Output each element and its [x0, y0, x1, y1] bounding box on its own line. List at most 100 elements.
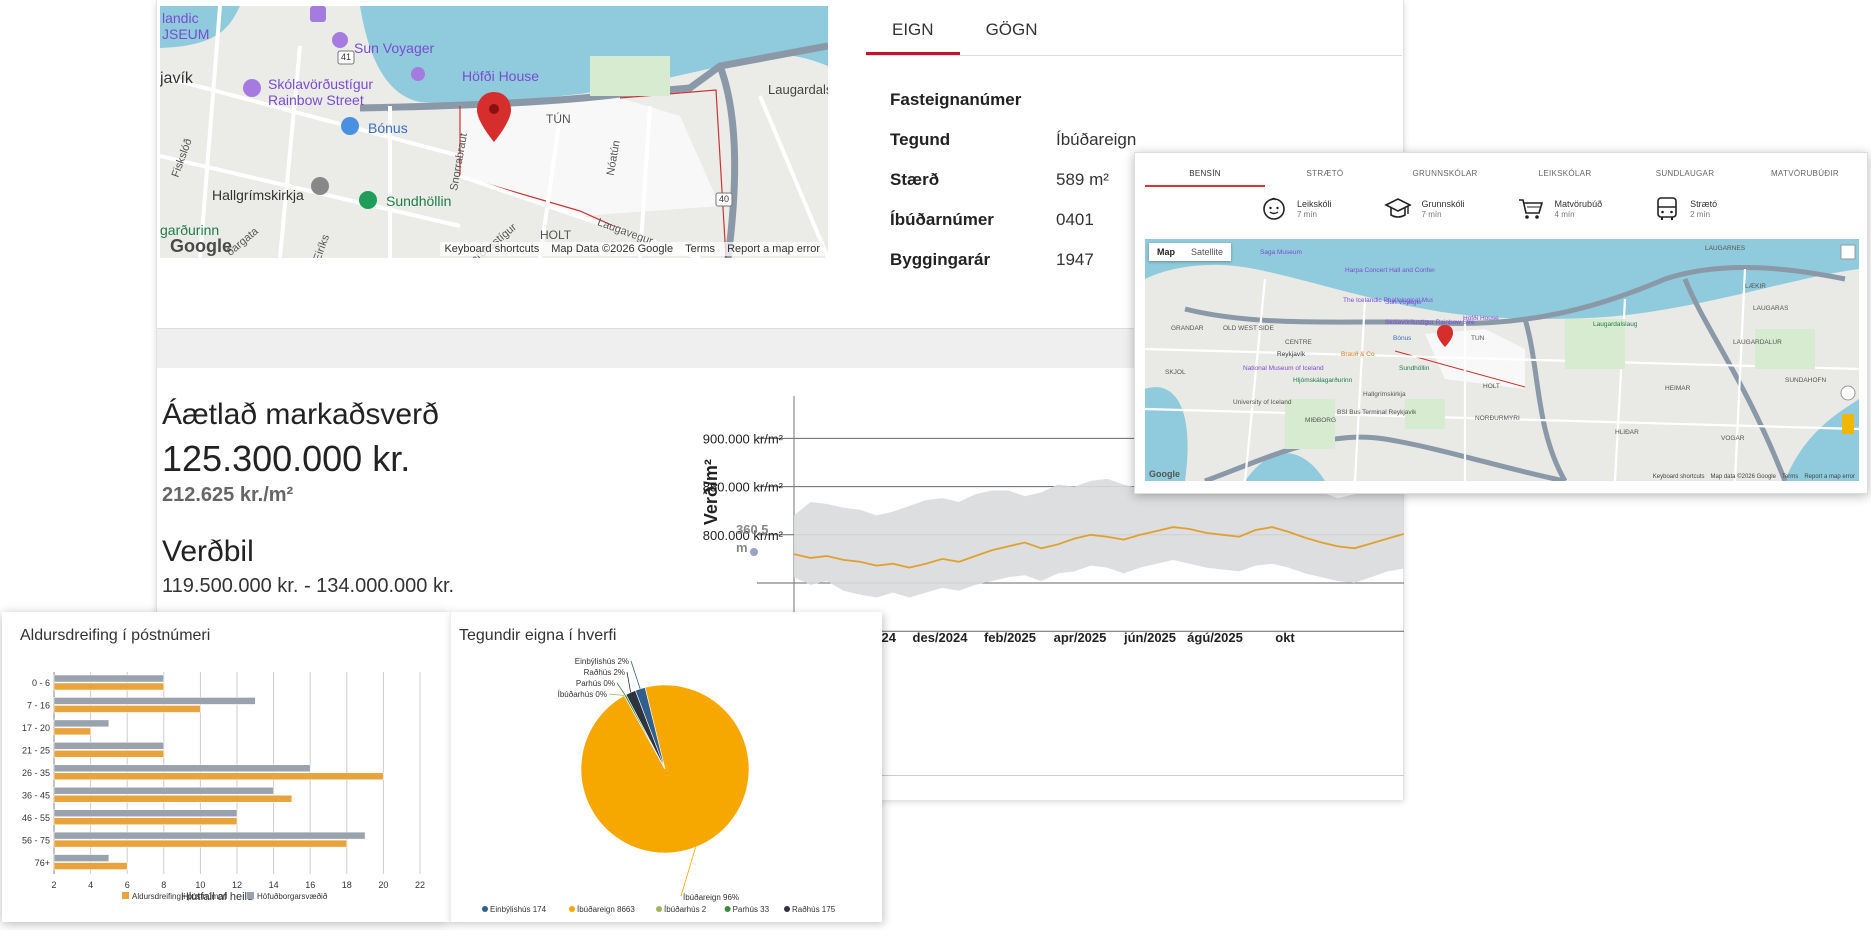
median-price-line	[793, 526, 1405, 569]
price-title: Áætlað markaðsverð	[162, 398, 439, 431]
age-bar	[53, 817, 238, 825]
map-label: HEIMAR	[1665, 385, 1691, 392]
report-error-link[interactable]: Report a map error	[727, 243, 820, 255]
age-bar	[53, 697, 256, 705]
age-bar	[53, 862, 128, 870]
amenity-grunnskoli: Grunnskóli 7 mín	[1383, 195, 1465, 223]
map-label-sun-voyager: Sun Voyager	[354, 40, 435, 56]
map-label: The Icelandic Phallological Museum	[1343, 297, 1433, 304]
map-button[interactable]: Map	[1157, 247, 1175, 257]
map-label-rainbow: Rainbow Street	[268, 92, 364, 108]
amenity-map-canvas[interactable]	[1145, 239, 1859, 481]
location-pin-icon	[1437, 325, 1453, 347]
x-tick-label: 6	[125, 880, 130, 890]
google-logo: Google	[170, 236, 232, 256]
tab-bensin[interactable]: BENSÍN	[1145, 165, 1265, 187]
tab-matvorubudir[interactable]: MATVÖRUBÚÐIR	[1771, 169, 1839, 178]
map-label-sundhollin: Sundhöllin	[386, 193, 452, 209]
detail-row: Fasteignanúmer	[890, 80, 1136, 120]
tab-straeto[interactable]: STRÆTÓ	[1306, 169, 1344, 178]
pie-label: Íbúðareign 96%	[683, 893, 739, 902]
map-label: MIÐBORG	[1305, 417, 1337, 424]
map-label: BSÍ Bus Terminal Reykjavik	[1337, 409, 1417, 416]
legend-label: Raðhús 175	[792, 905, 836, 914]
map-canvas[interactable]	[160, 6, 828, 258]
my-location-icon[interactable]	[1840, 385, 1856, 401]
price-value: 125.300.000 kr.	[162, 438, 411, 479]
amenity-time: 4 mín	[1554, 210, 1575, 219]
pegman-icon[interactable]	[1842, 414, 1854, 434]
amenity-leikskoli: Leikskóli 7 mín	[1261, 195, 1332, 223]
age-bar	[53, 831, 366, 840]
map-type-control: Map Satellite	[1149, 243, 1232, 261]
age-bar	[53, 839, 348, 848]
amenity-name: Leikskóli	[1297, 199, 1332, 209]
x-tick-label: 22	[415, 880, 425, 890]
age-bar	[53, 794, 293, 803]
x-tick-label: 18	[342, 880, 352, 890]
tab-gogn[interactable]: GÖGN	[985, 20, 1038, 39]
shopping-cart-icon	[1518, 199, 1543, 219]
google-logo: Google	[1149, 469, 1180, 479]
legend-label: Einbýlishús 174	[490, 905, 547, 914]
age-bar	[53, 786, 274, 795]
map-label: Laugardalslaug	[1593, 321, 1638, 328]
tab-eign[interactable]: EIGN	[866, 0, 960, 55]
x-tick-label: jún/2025	[1123, 630, 1176, 645]
map-footer: Keyboard shortcuts Map Data ©2026 Google…	[440, 242, 824, 256]
map-label: University of Iceland	[1233, 399, 1292, 406]
map-label: SUNDAHÖFN	[1785, 377, 1827, 384]
amenity-tabs: BENSÍN STRÆTÓ GRUNNSKÓLAR LEIKSKÓLAR SUN…	[1145, 165, 1865, 187]
amenity-straeto: Strætó 2 mín	[1654, 195, 1717, 223]
y-tick-label: 950.000 kr/m²	[703, 396, 784, 398]
detail-label: Fasteignanúmer	[890, 90, 1022, 109]
pie-slice	[580, 684, 750, 854]
legend-dot	[656, 906, 662, 912]
pie-label-line	[616, 682, 626, 696]
category-label: 56 - 75	[22, 835, 50, 845]
keyboard-shortcuts-link[interactable]: Keyboard shortcuts	[444, 243, 540, 255]
x-tick-label: 12	[232, 880, 242, 890]
map-label: Hallgrímskirkja	[1363, 391, 1406, 398]
detail-label: Stærð	[890, 170, 940, 189]
amenity-map-footer: Keyboard shortcuts Map data ©2026 Google…	[1653, 474, 1855, 480]
pie-label: Raðhús 2%	[584, 668, 625, 677]
category-label: 76+	[35, 858, 50, 868]
price-estimate: Áætlað markaðsverð 125.300.000 kr. 212.6…	[162, 398, 454, 598]
legend-label: Aldursdreifing í póstnúmeri	[132, 892, 227, 901]
category-label: 7 - 16	[27, 701, 50, 711]
map-data-text: Map Data ©2026 Google	[551, 243, 674, 255]
detail-row: Stærð 589 m²	[890, 160, 1136, 200]
x-tick-label: 14	[269, 880, 279, 890]
tab-grunnskolar[interactable]: GRUNNSKÓLAR	[1412, 169, 1478, 178]
road-badge-41: 41	[341, 52, 352, 62]
x-tick-label: 16	[305, 880, 315, 890]
x-tick-label: 20	[378, 880, 388, 890]
pie-label: Einbýlishús 2%	[575, 657, 629, 666]
detail-value: 0401	[1056, 210, 1094, 229]
fullscreen-icon[interactable]	[1840, 244, 1856, 260]
map-label: HOLT	[1483, 383, 1500, 390]
keyboard-shortcuts-link[interactable]: Keyboard shortcuts	[1652, 474, 1705, 480]
age-bar	[53, 674, 165, 683]
amenity-map[interactable]: Map Satellite Saga Museum Harpa Concert H…	[1145, 239, 1859, 481]
report-error-link[interactable]: Report a map error	[1804, 474, 1855, 480]
legend-dot	[724, 906, 731, 912]
y-axis-label: Verð/m²	[701, 459, 721, 525]
age-bar	[53, 750, 165, 758]
amenity-time: 2 mín	[1690, 210, 1711, 219]
age-bar	[53, 854, 110, 862]
location-map[interactable]: landic JSEUM Sun Voyager javík Skólavörðu…	[160, 6, 828, 258]
x-tick-label: okt	[1275, 630, 1295, 645]
age-bar	[53, 719, 110, 728]
terms-link[interactable]: Terms	[685, 243, 716, 255]
terms-link[interactable]: Terms	[1781, 474, 1799, 480]
tab-sundlaugar[interactable]: SUNDLAUGAR	[1655, 169, 1715, 178]
confidence-band	[794, 476, 1404, 598]
age-bar	[53, 772, 384, 781]
tab-leikskolar[interactable]: LEIKSKÓLAR	[1538, 169, 1592, 178]
pie-label-line	[680, 847, 697, 897]
map-label: LAUGARNES	[1705, 245, 1746, 252]
satellite-button[interactable]: Satellite	[1191, 247, 1224, 257]
